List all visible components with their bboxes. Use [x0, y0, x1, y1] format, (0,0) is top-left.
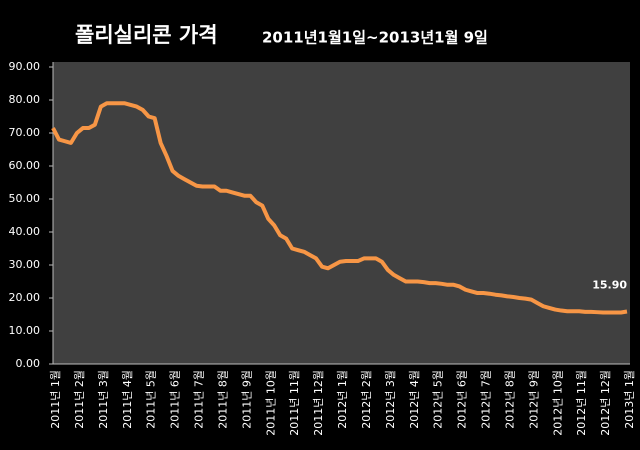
- y-tick-label: 0.00: [16, 357, 41, 370]
- x-tick-label: 2011년 10월: [264, 370, 277, 436]
- x-tick-label: 2011년 8월: [216, 370, 229, 429]
- y-tick-label: 90.00: [9, 60, 41, 73]
- chart-title: 폴리실리콘 가격: [75, 23, 218, 47]
- y-tick-label: 50.00: [9, 192, 41, 205]
- x-tick-label: 2011년 9월: [240, 370, 253, 429]
- y-tick-label: 10.00: [9, 324, 41, 337]
- chart-subtitle: 2011년1월1일~2013년1월 9일: [262, 29, 488, 47]
- x-tick-label: 2012년 7월: [480, 370, 493, 429]
- x-tick-label: 2011년 11월: [288, 370, 301, 436]
- x-tick-label: 2011년 12월: [312, 370, 325, 436]
- x-tick-label: 2011년 5월: [145, 370, 158, 429]
- x-tick-label: 2013년 1월: [623, 370, 636, 429]
- x-tick-label: 2012년 9월: [527, 370, 540, 429]
- x-tick-label: 2012년 3월: [384, 370, 397, 429]
- data-label: 15.90: [592, 279, 627, 292]
- plot-area: [53, 62, 630, 364]
- x-tick-label: 2012년 12월: [599, 370, 612, 436]
- x-tick-label: 2011년 1월: [49, 370, 62, 429]
- x-tick-label: 2011년 7월: [193, 370, 206, 429]
- x-tick-label: 2011년 4월: [121, 370, 134, 429]
- x-tick-label: 2012년 5월: [432, 370, 445, 429]
- data-line: [51, 101, 628, 315]
- y-tick-label: 60.00: [9, 159, 41, 172]
- x-tick-label: 2011년 3월: [97, 370, 110, 429]
- x-tick-label: 2012년 11월: [575, 370, 588, 436]
- x-tick-label: 2012년 1월: [336, 370, 349, 429]
- x-tick-label: 2012년 4월: [408, 370, 421, 429]
- x-tick-label: 2012년 8월: [503, 370, 516, 429]
- y-tick-label: 40.00: [9, 225, 41, 238]
- x-tick-label: 2012년 2월: [360, 370, 373, 429]
- x-tick-label: 2012년 6월: [456, 370, 469, 429]
- y-tick-label: 30.00: [9, 258, 41, 271]
- x-tick-label: 2011년 6월: [169, 370, 182, 429]
- y-tick-label: 70.00: [9, 126, 41, 139]
- x-tick-label: 2011년 2월: [73, 370, 86, 429]
- y-tick-label: 80.00: [9, 93, 41, 106]
- y-tick-label: 20.00: [9, 291, 41, 304]
- x-tick-label: 2012년 10월: [551, 370, 564, 436]
